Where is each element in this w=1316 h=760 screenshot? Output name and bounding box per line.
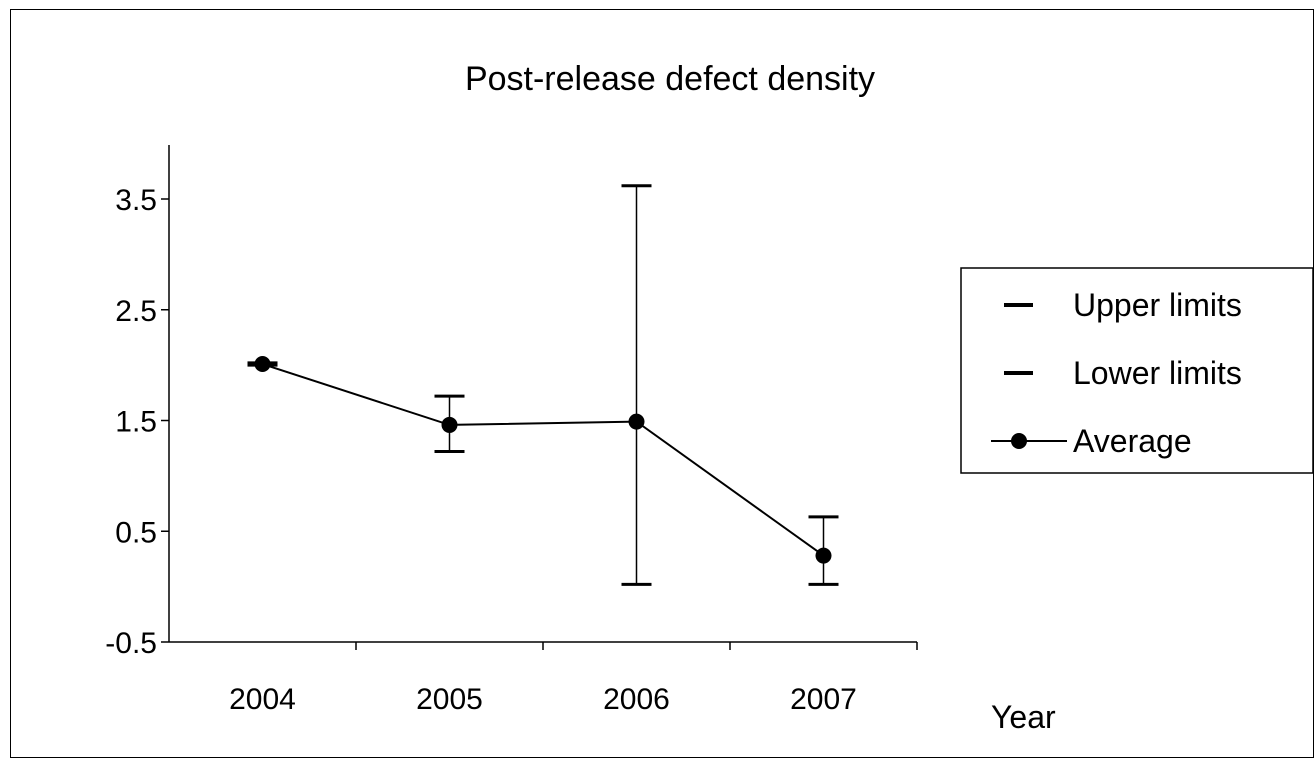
y-tick-label: 1.5 <box>115 406 157 439</box>
y-tick-label: 3.5 <box>115 184 157 217</box>
x-tick-label: 2004 <box>229 683 296 716</box>
average-point <box>254 356 271 373</box>
chart: Post-release defect density 3.5 2.5 1.5 0.5… <box>105 60 1314 735</box>
average-point <box>815 547 832 564</box>
x-ticks: 2004 2005 2006 2007 <box>229 642 918 716</box>
average-series <box>254 356 832 564</box>
legend-lower-label: Lower limits <box>1073 355 1242 391</box>
x-tick-label: 2005 <box>416 683 483 716</box>
error-bars <box>247 184 839 586</box>
average-point <box>441 416 458 433</box>
legend-average-label: Average <box>1073 423 1192 459</box>
chart-title: Post-release defect density <box>465 60 875 98</box>
y-tick-label: -0.5 <box>105 627 157 660</box>
legend-upper-label: Upper limits <box>1073 287 1242 323</box>
y-tick-label: 2.5 <box>115 295 157 328</box>
x-tick-label: 2006 <box>603 683 670 716</box>
legend-average-marker <box>1011 433 1027 449</box>
y-ticks: 3.5 2.5 1.5 0.5 -0.5 <box>105 184 169 660</box>
y-tick-label: 0.5 <box>115 516 157 549</box>
x-axis-label: Year <box>991 699 1056 735</box>
legend: Upper limits Lower limits Average <box>960 267 1314 474</box>
chart-frame: Post-release defect density 3.5 2.5 1.5 0.5… <box>10 9 1314 758</box>
average-point <box>628 413 645 430</box>
average-line <box>262 363 825 557</box>
x-tick-label: 2007 <box>790 683 857 716</box>
